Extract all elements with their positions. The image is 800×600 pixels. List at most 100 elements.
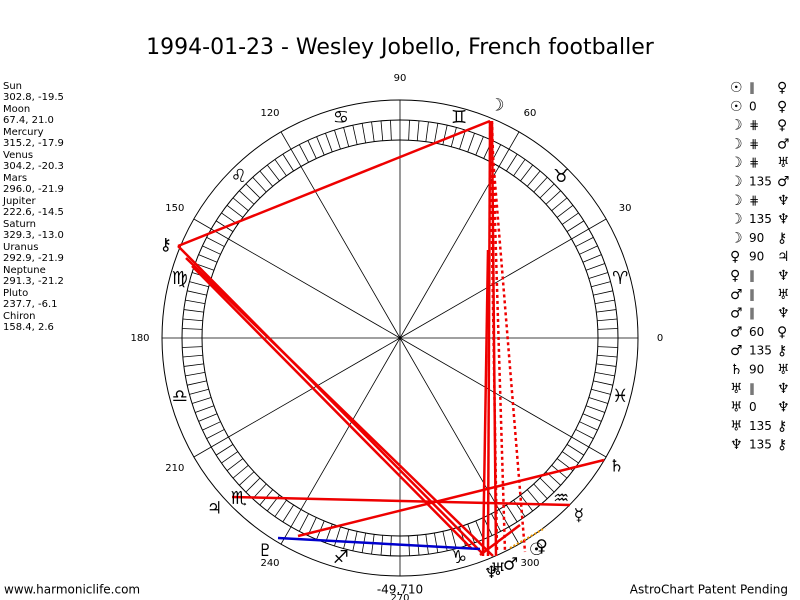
degree-tick [191, 397, 212, 404]
aspect-planet: ☉ [730, 80, 743, 96]
planet-glyph: ☿ [574, 506, 584, 526]
planet-coords: 158.4, 2.6 [3, 322, 54, 333]
aspect-planet: ♂ [730, 287, 743, 303]
aspect-line [479, 524, 521, 556]
sign-glyph: ♍ [172, 268, 188, 289]
degree-label: 210 [165, 463, 184, 474]
aspect-planet: ♆ [777, 400, 790, 416]
spoke [399, 166, 500, 339]
spoke [300, 337, 401, 510]
degree-label: 270 [390, 593, 409, 600]
sign-divider [588, 218, 607, 230]
degree-tick [182, 354, 203, 358]
degree-tick [539, 183, 555, 199]
degree-tick [526, 170, 541, 187]
degree-tick [202, 421, 221, 431]
degree-tick [298, 513, 309, 532]
degree-tick [594, 299, 615, 305]
aspect-line [177, 119, 491, 248]
degree-tick [221, 451, 239, 464]
degree-tick [185, 371, 206, 377]
degree-tick [579, 421, 598, 431]
sign-divider [508, 131, 520, 150]
footer-center: -49,710 [377, 583, 423, 597]
aspect-list: ☉ ∥ ♀ ☉ 0 ♀ ☽ ⋕ ♀ ☽ ⋕ ♂ ☽ ⋕ ♅ ☽ 135 ♂ ☽ ⋕ ♆ ☽ 135 ♆ ☽ 90 ⚷ ♀ 90 ♃ ♀ ∥ ♆ ♂… [730, 80, 790, 453]
degree-tick [290, 149, 302, 167]
aspect-planet: ⚷ [777, 230, 787, 246]
degree-tick [459, 129, 466, 150]
degree-tick [575, 429, 594, 440]
spoke [399, 337, 500, 510]
degree-tick [545, 190, 561, 205]
aspect-type: ⋕ [749, 118, 759, 132]
degree-tick [343, 127, 350, 147]
degree-tick [597, 354, 618, 358]
planet-name: Chiron [3, 311, 35, 322]
aspect-type: 135 [749, 344, 772, 358]
degree-label: 240 [260, 558, 279, 569]
degree-tick [506, 504, 518, 523]
degree-tick [520, 164, 534, 182]
aspect-planet: ♅ [777, 287, 790, 303]
aspect-type: 135 [749, 212, 772, 226]
degree-tick [371, 121, 375, 142]
planet-coords: 329.3, -13.0 [3, 230, 64, 241]
planet-glyph: ☽ [489, 95, 504, 115]
degree-tick [498, 149, 510, 167]
planet-name: Mercury [3, 127, 44, 138]
planet-coords: 296.0, -21.9 [3, 184, 64, 195]
degree-tick [187, 290, 207, 296]
aspect-line-blue [277, 536, 481, 551]
degree-tick [245, 183, 261, 199]
degree-tick [187, 380, 207, 386]
degree-tick [206, 429, 225, 440]
planet-glyph: ♄ [609, 457, 624, 477]
sign-glyph: ♉ [553, 166, 569, 187]
aspect-planet: ♅ [777, 362, 790, 378]
degree-tick [450, 127, 457, 147]
degree-tick [467, 133, 475, 153]
sign-glyph: ♌ [231, 166, 247, 187]
planet-name: Saturn [3, 219, 36, 230]
sign-divider [280, 526, 292, 545]
sign-glyph: ♋ [333, 107, 349, 128]
aspect-type: ∥ [749, 306, 755, 320]
aspect-planet: ♆ [730, 437, 743, 453]
aspect-planet: ♆ [777, 268, 790, 284]
degree-tick [343, 529, 350, 549]
aspect-planet: ♀ [777, 80, 787, 96]
aspect-type: ⋕ [749, 156, 759, 170]
aspect-planet: ♀ [730, 249, 740, 265]
degree-tick [259, 170, 274, 187]
degree-tick [307, 140, 317, 159]
degree-tick [183, 363, 204, 367]
degree-tick [215, 444, 234, 456]
degree-tick [561, 212, 579, 225]
planet-coords: 315.2, -17.9 [3, 138, 64, 149]
degree-tick [561, 451, 579, 464]
aspect-planet: ☽ [730, 155, 743, 171]
aspect-planet: ⚷ [777, 418, 787, 434]
degree-tick [198, 254, 218, 263]
aspect-planet: ♄ [730, 362, 743, 378]
degree-tick [591, 388, 611, 395]
planet-glyph: ♀ [535, 536, 547, 556]
spoke [399, 238, 572, 339]
degree-label: 90 [394, 73, 407, 84]
footer-left: www.harmoniclife.com [4, 583, 140, 597]
degree-tick [182, 328, 203, 330]
aspect-type: 135 [749, 419, 772, 433]
degree-tick [182, 346, 203, 348]
degree-tick [380, 120, 384, 141]
degree-tick [596, 363, 617, 367]
spoke [228, 337, 401, 438]
sign-glyph: ♏ [231, 488, 247, 509]
aspect-planet: ♀ [777, 99, 787, 115]
footer-right: AstroChart Patent Pending [630, 583, 788, 597]
planet-name: Mars [3, 173, 27, 184]
aspect-planet: ♂ [777, 174, 790, 190]
degree-tick [588, 272, 609, 279]
degree-tick [182, 318, 203, 322]
planet-name: Jupiter [2, 196, 36, 207]
